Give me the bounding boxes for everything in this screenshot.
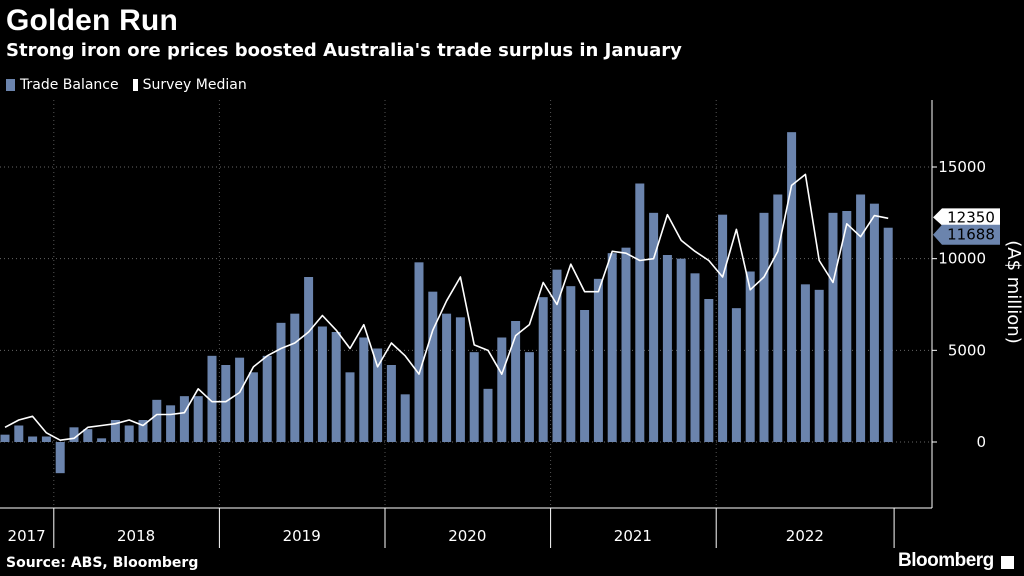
bar-trade-balance <box>331 332 341 442</box>
x-year-label: 2019 <box>283 527 321 545</box>
bar-trade-balance <box>83 429 93 442</box>
bar-trade-balance <box>221 365 231 442</box>
bar-trade-balance <box>538 297 548 442</box>
bar-trade-balance <box>28 436 38 442</box>
bar-trade-balance <box>179 396 189 442</box>
bar-trade-balance <box>842 211 852 442</box>
bar-trade-balance <box>690 273 700 442</box>
bar-trade-balance <box>497 337 507 442</box>
logo-mark-icon <box>1001 556 1014 569</box>
bar-trade-balance <box>14 425 24 442</box>
bar-trade-balance <box>69 427 79 442</box>
bar-trade-balance <box>152 399 162 442</box>
bar-trade-balance <box>759 212 769 442</box>
bar-trade-balance <box>869 203 879 442</box>
bar-trade-balance <box>511 321 521 442</box>
bar-trade-balance <box>290 313 300 442</box>
x-year-label: 2017 <box>8 527 46 545</box>
bar-trade-balance <box>41 436 51 442</box>
bar-trade-balance <box>787 132 797 442</box>
bar-trade-balance <box>580 310 590 442</box>
legend-item-survey-median: Survey Median <box>132 77 247 93</box>
x-year-label: 2018 <box>117 527 155 545</box>
y-tick-label: 0 <box>976 433 986 451</box>
bar-trade-balance <box>718 214 728 442</box>
bar-trade-balance <box>400 394 410 442</box>
bar-trade-balance <box>814 289 824 442</box>
legend-swatch-survey-median <box>132 79 138 91</box>
bar-trade-balance <box>773 194 783 442</box>
bloomberg-logo: Bloomberg <box>898 550 994 571</box>
bar-trade-balance <box>55 442 65 474</box>
bar-trade-balance <box>469 352 479 442</box>
bar-trade-balance <box>635 183 645 442</box>
x-year-label: 2020 <box>448 527 486 545</box>
legend: Trade Balance Survey Median <box>6 77 261 93</box>
end-label-trade-balance: 11688 <box>947 226 995 244</box>
bar-trade-balance <box>345 372 355 442</box>
bar-trade-balance <box>828 212 838 442</box>
bar-trade-balance <box>0 434 10 442</box>
bar-trade-balance <box>800 284 810 442</box>
bar-trade-balance <box>97 438 107 442</box>
y-tick-label: 15000 <box>938 158 986 176</box>
bar-trade-balance <box>235 357 245 442</box>
bar-trade-balance <box>193 396 203 442</box>
end-tag-survey-median <box>933 208 1000 226</box>
bar-trade-balance <box>317 326 327 442</box>
legend-label-trade-balance: Trade Balance <box>20 77 119 93</box>
bar-trade-balance <box>649 212 659 442</box>
bar-trade-balance <box>731 308 741 442</box>
chart-title: Golden Run <box>6 4 178 37</box>
bar-trade-balance <box>455 317 465 442</box>
bar-trade-balance <box>662 255 672 442</box>
bar-trade-balance <box>883 227 893 442</box>
bar-trade-balance <box>442 313 452 442</box>
bar-trade-balance <box>373 348 383 442</box>
bar-trade-balance <box>304 277 314 442</box>
line-survey-median <box>4 173 889 441</box>
bar-trade-balance <box>593 278 603 442</box>
bar-trade-balance <box>566 286 576 442</box>
bar-trade-balance <box>428 291 438 442</box>
bar-trade-balance <box>745 271 755 442</box>
y-tick-label: 10000 <box>938 250 986 268</box>
end-label-survey-median: 12350 <box>947 208 995 226</box>
bar-trade-balance <box>124 425 134 442</box>
bar-trade-balance <box>621 247 631 442</box>
bar-trade-balance <box>552 269 562 442</box>
chart-subtitle: Strong iron ore prices boosted Australia… <box>6 40 682 61</box>
bar-trade-balance <box>414 262 424 442</box>
end-tag-trade-balance <box>933 224 1000 245</box>
bar-trade-balance <box>386 365 396 442</box>
legend-item-trade-balance: Trade Balance <box>6 77 119 93</box>
bar-trade-balance <box>166 405 176 442</box>
bar-trade-balance <box>138 420 148 442</box>
bar-trade-balance <box>248 372 258 442</box>
bar-trade-balance <box>607 253 617 442</box>
source-note: Source: ABS, Bloomberg <box>6 555 199 571</box>
bar-trade-balance <box>483 388 493 442</box>
bar-trade-balance <box>676 258 686 442</box>
legend-label-survey-median: Survey Median <box>142 77 247 93</box>
x-year-label: 2021 <box>614 527 652 545</box>
legend-swatch-trade-balance <box>6 79 15 91</box>
x-year-label: 2022 <box>786 527 824 545</box>
y-axis-label: (A$ million) <box>1003 240 1024 344</box>
bar-trade-balance <box>262 355 272 442</box>
bar-trade-balance <box>276 322 286 442</box>
bar-trade-balance <box>856 194 866 442</box>
bar-trade-balance <box>704 299 714 442</box>
bar-trade-balance <box>110 420 120 442</box>
y-tick-label: 5000 <box>948 341 986 359</box>
bar-trade-balance <box>359 337 369 442</box>
bar-trade-balance <box>524 352 534 442</box>
bar-trade-balance <box>207 355 217 442</box>
